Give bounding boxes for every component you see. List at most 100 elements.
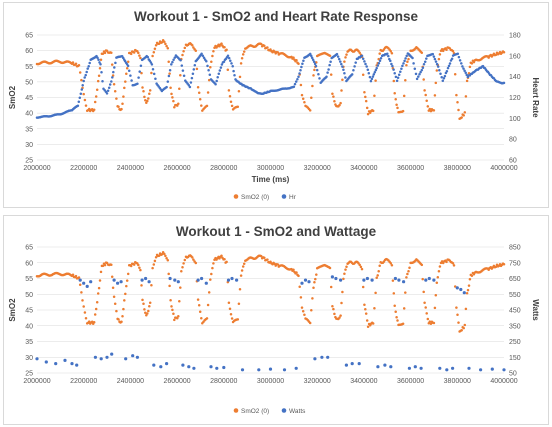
chart2-data-point — [110, 275, 114, 279]
chart1-data-point — [113, 66, 116, 69]
chart1-data-point — [71, 61, 75, 64]
chart2-data-point — [191, 256, 194, 259]
chart1-data-point — [97, 58, 100, 62]
chart-heart-rate-svg: Workout 1 - SmO2 and Heart Rate Response… — [8, 9, 540, 201]
chart2-data-point — [432, 278, 436, 282]
chart1-y-tick-label: 30 — [25, 142, 33, 149]
chart1-data-point — [315, 68, 319, 72]
chart1-data-point — [450, 57, 454, 60]
chart2-data-point — [215, 366, 219, 370]
chart1-data-point — [173, 106, 176, 109]
chart1-data-point — [312, 74, 315, 77]
chart2-data-point — [364, 312, 368, 315]
chart2-data-point — [456, 313, 459, 317]
chart1-data-point — [136, 82, 139, 86]
chart1-data-point — [445, 48, 448, 52]
chart1-data-point — [259, 42, 263, 46]
chart1-data-point — [412, 62, 415, 65]
chart2-data-point — [168, 284, 171, 288]
chart2-data-point — [238, 287, 242, 291]
chart1-data-point — [142, 90, 145, 93]
chart2-data-point — [119, 280, 123, 284]
chart1-data-point — [110, 63, 114, 66]
chart1-data-point — [141, 86, 144, 89]
chart2-data-point — [220, 254, 223, 257]
chart1-data-point — [378, 52, 381, 55]
chart1-data-point — [464, 71, 467, 75]
chart2-y2-tick-label: 250 — [509, 339, 521, 346]
chart2-data-point — [197, 303, 201, 307]
chart1-data-point — [230, 104, 234, 108]
chart1-data-point — [378, 59, 382, 62]
chart1-data-point — [329, 73, 333, 76]
chart1-data-point — [297, 62, 300, 65]
chart2-data-point — [180, 270, 183, 273]
chart1-data-point — [350, 73, 354, 76]
chart2-data-point — [122, 307, 125, 311]
chart2-data-point — [121, 315, 124, 318]
chart1-data-point — [226, 68, 230, 72]
chart2-data-point — [298, 285, 301, 289]
chart1-data-point — [228, 94, 232, 98]
chart2-data-point — [365, 319, 369, 322]
chart1-data-point — [266, 46, 269, 49]
chart2-data-point — [157, 254, 161, 258]
chart2-data-point — [63, 358, 67, 362]
chart1-data-point — [458, 59, 462, 62]
chart1-data-point — [340, 62, 343, 66]
chart1-data-point — [193, 64, 197, 67]
chart1-data-point — [391, 64, 394, 68]
chart1-data-point — [343, 60, 346, 63]
chart2-y-tick-label: 25 — [25, 371, 33, 378]
chart2-data-point — [313, 357, 317, 361]
chart1-data-point — [449, 59, 453, 62]
chart2-data-point — [463, 323, 467, 327]
chart1-data-point — [236, 105, 240, 109]
chart2-data-point — [148, 301, 152, 305]
chart2-data-point — [425, 312, 428, 315]
chart2-x-tick-label: 4000000 — [490, 378, 517, 385]
chart1-data-point — [292, 85, 296, 88]
chart1-data-point — [296, 77, 299, 81]
chart2-data-point — [315, 273, 318, 276]
chart1-y2-tick-label: 120 — [509, 95, 521, 102]
chart2-data-point — [112, 295, 116, 298]
chart1-data-point — [438, 53, 442, 56]
chart1-data-point — [354, 61, 357, 64]
chart2-data-point — [225, 260, 228, 264]
chart2-data-point — [422, 290, 425, 294]
chart1-data-point — [425, 99, 428, 103]
chart1-data-point — [345, 53, 348, 56]
chart1-data-point — [165, 85, 168, 89]
chart2-data-point — [268, 367, 273, 371]
chart1-data-point — [366, 68, 370, 71]
chart2-data-point — [167, 272, 170, 276]
chart2-legend-marker — [233, 408, 239, 413]
chart2-data-point — [192, 258, 195, 261]
chart1-data-point — [465, 73, 468, 77]
chart1-data-point — [407, 57, 410, 61]
chart2-data-point — [70, 362, 74, 366]
chart2-y2-axis-label: Watts — [531, 299, 540, 321]
chart2-data-point — [257, 368, 261, 372]
chart1-x-tick-label: 2200000 — [70, 165, 97, 172]
chart1-data-point — [294, 80, 298, 83]
chart1-data-point — [150, 71, 153, 75]
chart1-data-point — [387, 54, 390, 58]
chart2-data-point — [310, 309, 313, 312]
chart2-y2-tick-label: 750 — [509, 260, 521, 267]
chart1-data-point — [276, 51, 280, 54]
chart1-data-point — [197, 91, 201, 94]
chart2-data-point — [438, 366, 442, 370]
chart1-data-point — [436, 65, 440, 68]
chart1-data-point — [401, 64, 404, 68]
chart2-data-point — [85, 284, 89, 288]
chart1-data-point — [502, 50, 506, 54]
chart2-data-point — [396, 319, 399, 322]
chart2-y-tick-label: 65 — [25, 245, 33, 252]
chart1-x-tick-label: 3800000 — [444, 165, 471, 172]
chart1-data-point — [216, 76, 219, 79]
chart1-data-point — [99, 63, 102, 66]
chart1-data-point — [190, 76, 194, 80]
chart1-data-point — [392, 68, 395, 71]
